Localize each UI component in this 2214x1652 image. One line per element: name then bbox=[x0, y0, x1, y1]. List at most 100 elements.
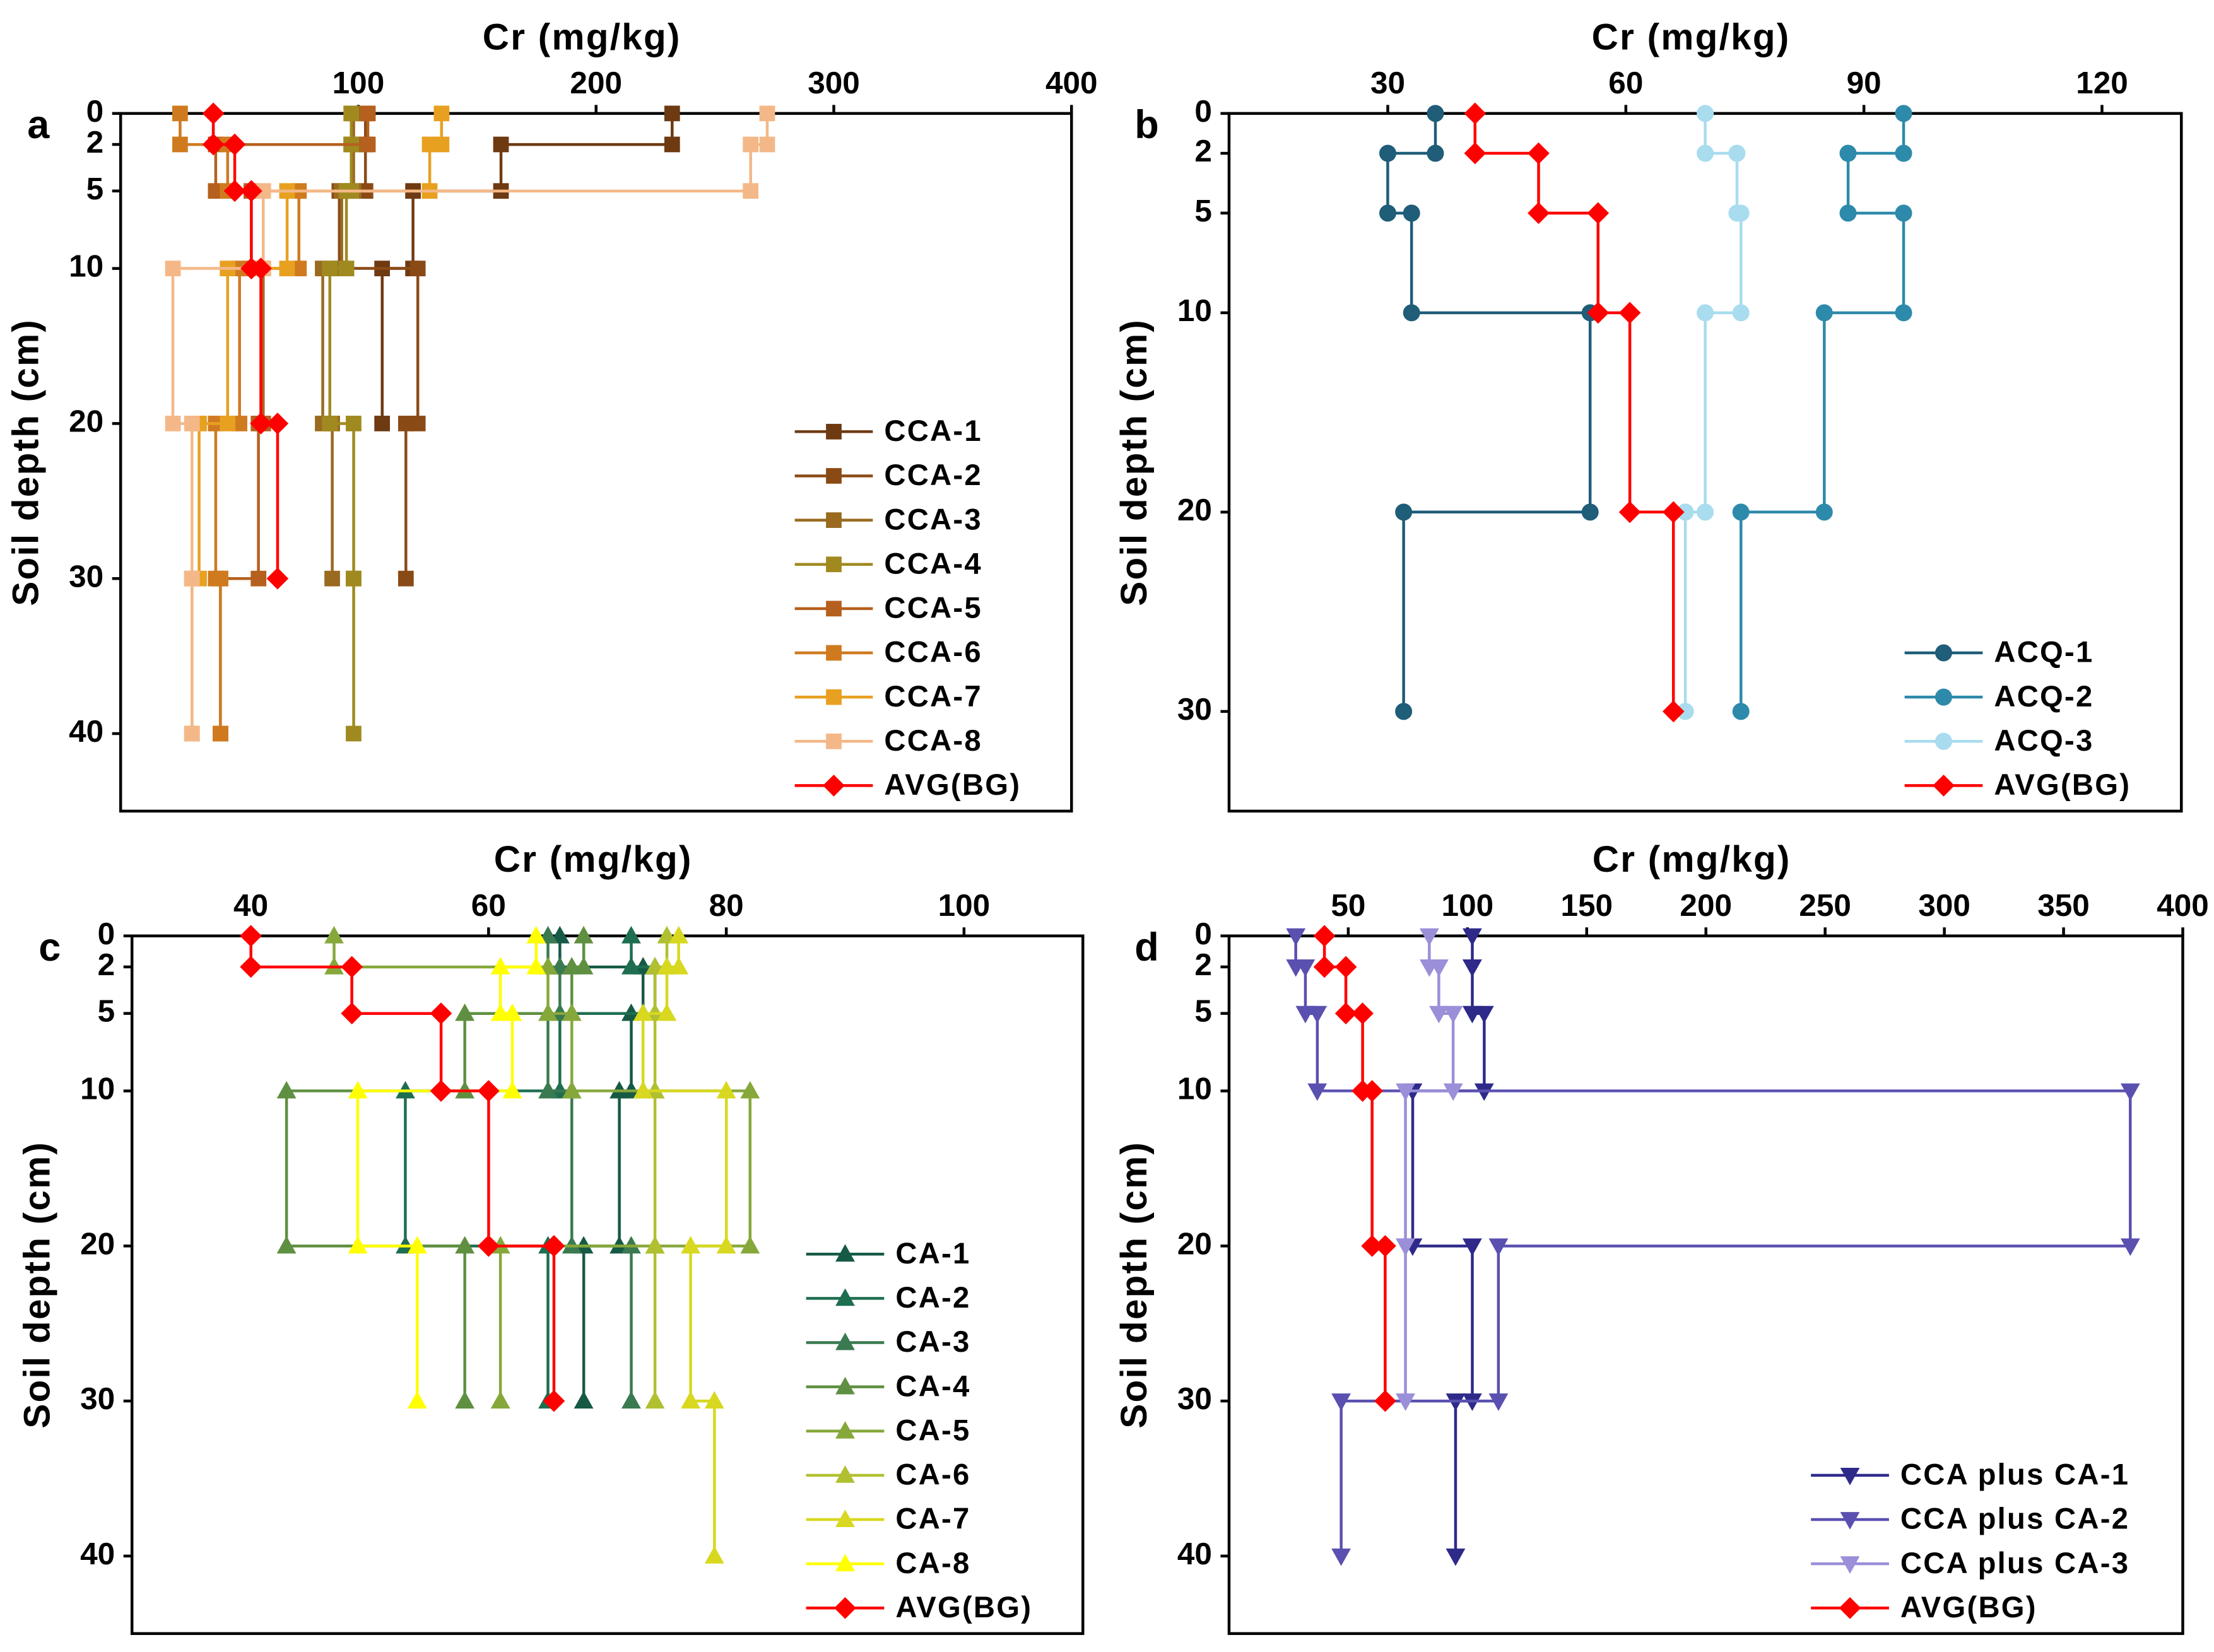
marker bbox=[826, 600, 842, 617]
marker bbox=[1474, 1005, 1494, 1024]
marker bbox=[1732, 304, 1750, 322]
panel-label: b bbox=[1134, 103, 1158, 147]
x-tick-label: 60 bbox=[1608, 66, 1643, 100]
marker bbox=[1443, 1005, 1463, 1024]
marker bbox=[826, 423, 842, 440]
marker bbox=[202, 133, 225, 156]
marker bbox=[1295, 1005, 1316, 1024]
marker bbox=[1462, 1005, 1482, 1024]
marker bbox=[397, 570, 414, 587]
x-tick-label: 300 bbox=[1918, 888, 1970, 923]
legend-label: CA-3 bbox=[895, 1325, 970, 1359]
y-tick-label: 10 bbox=[69, 249, 103, 284]
marker bbox=[1581, 503, 1599, 521]
marker bbox=[2120, 1238, 2140, 1257]
marker bbox=[346, 570, 362, 587]
marker bbox=[1462, 1238, 1482, 1257]
marker bbox=[1488, 1393, 1509, 1411]
legend-label: CA-5 bbox=[895, 1414, 970, 1447]
legend-label: CCA-7 bbox=[884, 680, 982, 713]
marker bbox=[1697, 304, 1714, 322]
marker bbox=[823, 775, 845, 797]
legend-label: CCA-5 bbox=[884, 592, 982, 625]
marker bbox=[835, 1288, 855, 1306]
marker bbox=[716, 1236, 736, 1254]
x-tick-label: 60 bbox=[471, 888, 506, 923]
marker bbox=[1395, 703, 1413, 720]
legend-label: CA-4 bbox=[895, 1369, 970, 1403]
marker bbox=[645, 1391, 665, 1409]
marker bbox=[1697, 503, 1714, 521]
x-tick-label: 30 bbox=[1370, 66, 1405, 100]
marker bbox=[322, 261, 338, 276]
series-line bbox=[1386, 113, 1592, 712]
legend-label: ACQ-3 bbox=[1994, 724, 2093, 758]
marker bbox=[478, 1080, 500, 1102]
chart-title: Cr (mg/kg) bbox=[1593, 839, 1791, 880]
y-tick-label: 40 bbox=[69, 714, 103, 749]
marker bbox=[250, 257, 272, 279]
marker bbox=[324, 925, 344, 944]
marker bbox=[493, 136, 509, 153]
marker bbox=[397, 416, 414, 431]
marker bbox=[1427, 105, 1444, 122]
series-line bbox=[380, 113, 674, 424]
marker bbox=[1618, 302, 1641, 324]
legend-label: CCA-4 bbox=[884, 547, 982, 580]
marker bbox=[1933, 775, 1955, 797]
panel-label: c bbox=[38, 925, 61, 970]
chart-title: Cr (mg/kg) bbox=[483, 16, 681, 57]
x-tick-label: 400 bbox=[2157, 888, 2209, 923]
marker bbox=[1839, 1596, 1861, 1619]
marker bbox=[341, 956, 363, 978]
marker bbox=[716, 1081, 736, 1099]
marker bbox=[1307, 1083, 1328, 1101]
marker bbox=[266, 567, 289, 590]
marker bbox=[538, 925, 558, 944]
y-tick-label: 10 bbox=[1177, 1072, 1212, 1106]
marker bbox=[1429, 959, 1449, 977]
x-tick-label: 250 bbox=[1799, 888, 1851, 923]
marker bbox=[455, 1003, 475, 1021]
marker bbox=[1732, 703, 1750, 720]
x-tick-label: 100 bbox=[938, 888, 991, 923]
y-tick-label: 20 bbox=[1177, 493, 1212, 527]
y-tick-label: 10 bbox=[1177, 293, 1212, 328]
marker bbox=[1374, 1234, 1396, 1257]
marker bbox=[835, 1554, 855, 1572]
marker bbox=[1313, 925, 1336, 947]
marker bbox=[526, 925, 546, 944]
series-line bbox=[249, 935, 556, 1402]
x-tick-label: 100 bbox=[333, 66, 385, 100]
marker bbox=[490, 957, 510, 975]
marker bbox=[1815, 304, 1833, 322]
x-tick-label: 200 bbox=[570, 66, 622, 100]
marker bbox=[1662, 501, 1685, 524]
marker bbox=[348, 1236, 368, 1254]
marker bbox=[213, 725, 228, 742]
marker bbox=[276, 1236, 297, 1254]
x-tick-label: 200 bbox=[1680, 888, 1732, 923]
marker bbox=[490, 1003, 510, 1021]
marker bbox=[324, 570, 340, 587]
marker bbox=[1935, 688, 1952, 706]
marker bbox=[826, 556, 842, 573]
y-tick-label: 20 bbox=[1177, 1226, 1212, 1261]
marker bbox=[1331, 1548, 1351, 1566]
legend-label: AVG(BG) bbox=[1994, 768, 2131, 802]
marker bbox=[633, 1003, 653, 1021]
marker bbox=[1464, 102, 1487, 125]
marker bbox=[1403, 304, 1420, 322]
marker bbox=[657, 1003, 677, 1021]
marker bbox=[538, 957, 558, 975]
marker bbox=[562, 1081, 582, 1099]
series-line bbox=[1322, 935, 1387, 1402]
marker bbox=[1697, 105, 1714, 122]
marker bbox=[213, 570, 228, 587]
marker bbox=[664, 136, 680, 153]
y-axis-label: Soil depth (cm) bbox=[16, 1141, 57, 1429]
y-tick-label: 0 bbox=[86, 94, 104, 129]
marker bbox=[360, 105, 376, 122]
marker bbox=[550, 957, 570, 975]
